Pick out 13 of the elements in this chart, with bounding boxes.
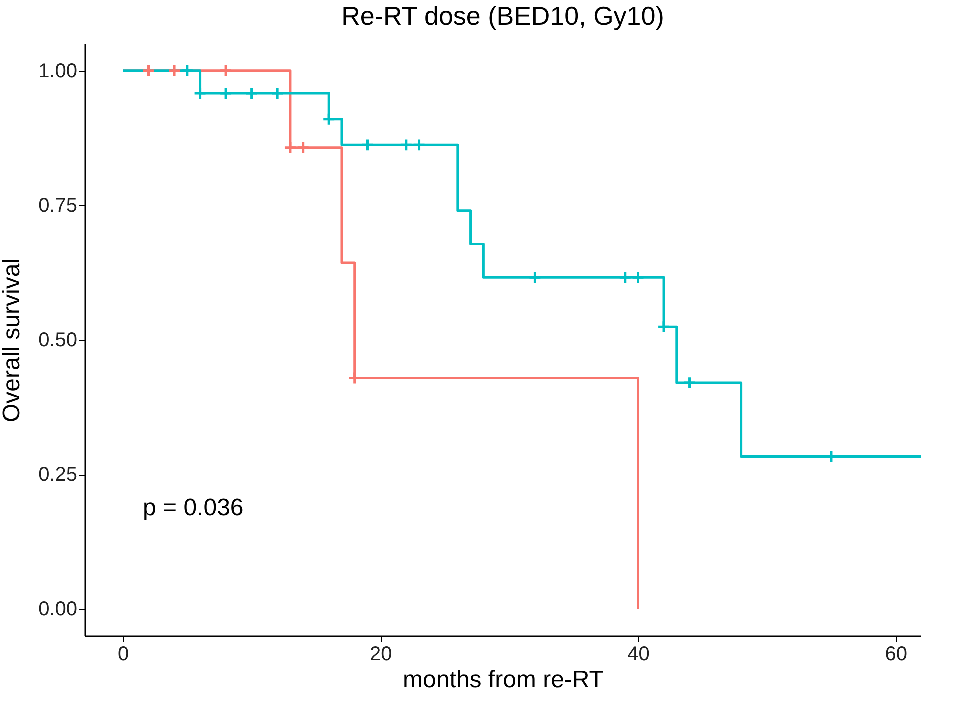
y-axis-title: Overall survival xyxy=(0,258,26,423)
chart-title: Re-RT dose (BED10, Gy10) xyxy=(342,1,664,31)
x-axis-title: months from re-RT xyxy=(403,666,604,694)
annotation: p = 0.036 xyxy=(143,494,244,522)
x-tick-label: 40 xyxy=(628,644,650,666)
x-tick-label: 0 xyxy=(118,644,130,666)
y-tick-label: 0.50 xyxy=(38,330,78,352)
y-tick-label: 0.75 xyxy=(38,194,78,217)
x-tick-label: 20 xyxy=(370,644,392,666)
y-tick-label: 1.00 xyxy=(38,60,78,82)
y-tick-label: 0.25 xyxy=(38,464,78,486)
x-tick-label: 60 xyxy=(885,644,908,666)
y-tick-label: 0.00 xyxy=(38,598,78,621)
